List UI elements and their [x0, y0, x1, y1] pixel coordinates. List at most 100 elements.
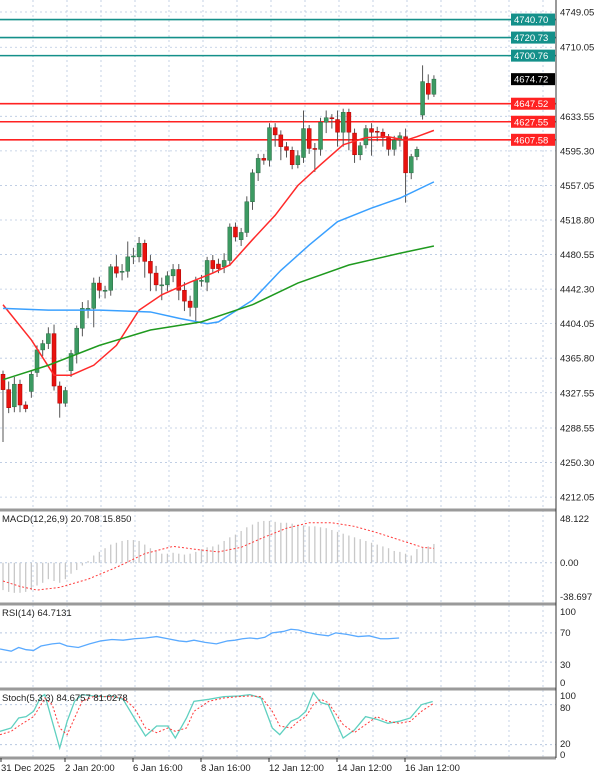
time-tick-label: 14 Jan 12:00 — [337, 763, 392, 774]
bearish-candle — [289, 150, 295, 165]
bearish-candle — [278, 134, 284, 147]
bullish-candle — [301, 128, 306, 158]
bearish-candle — [51, 333, 57, 387]
bearish-candle — [142, 243, 147, 262]
bullish-candle — [227, 226, 233, 261]
bullish-candle — [136, 243, 142, 258]
support-level-tag — [511, 133, 555, 146]
bullish-candle — [119, 271, 125, 273]
bullish-candle — [267, 127, 272, 161]
grid — [0, 0, 556, 758]
bullish-candle — [12, 383, 17, 408]
price-tick-label: 4518.80 — [560, 215, 594, 226]
bullish-candle — [250, 172, 255, 202]
bullish-candle — [408, 156, 414, 174]
bearish-candle — [114, 266, 119, 274]
bullish-candle — [102, 290, 108, 292]
resistance-level-tag — [511, 49, 555, 62]
bullish-candle — [108, 266, 113, 291]
bullish-candle — [414, 149, 420, 157]
bearish-candle — [312, 148, 318, 150]
bullish-candle — [420, 81, 425, 116]
bullish-candle — [193, 280, 199, 308]
price-tick-label: 4633.55 — [560, 112, 594, 123]
stoch-panel[interactable] — [0, 691, 556, 751]
bearish-candle — [97, 282, 102, 291]
current-price-label: 4674.72 — [514, 75, 548, 86]
bearish-candle — [182, 290, 187, 302]
macd-panel-separator — [0, 508, 556, 512]
macd-tick-label: 0.00 — [560, 558, 579, 569]
bullish-candle — [170, 269, 176, 277]
resistance-level-label: 4700.76 — [514, 51, 548, 62]
bullish-candle — [74, 327, 79, 354]
bearish-candle — [352, 132, 357, 156]
stoch-tick-label: 80 — [560, 703, 571, 714]
support-level-label: 4627.55 — [514, 117, 548, 128]
bullish-candle — [63, 390, 68, 404]
time-axis-panel-separator — [0, 756, 556, 760]
bullish-candle — [244, 201, 250, 233]
moving-average-line-ma_slow — [2, 245, 435, 381]
time-tick-label: 12 Jan 12:00 — [269, 763, 324, 774]
bullish-candle — [340, 112, 346, 133]
stoch-tick-label: 20 — [560, 739, 571, 750]
macd-panel[interactable] — [0, 520, 556, 593]
bullish-candle — [125, 256, 130, 272]
stoch-tick-label: 100 — [560, 691, 576, 702]
macd-signal-line — [2, 522, 434, 591]
bearish-candle — [233, 226, 238, 238]
bullish-candle — [221, 260, 227, 268]
bearish-candle — [369, 128, 374, 133]
bearish-candle — [426, 83, 431, 95]
bearish-candle — [335, 119, 340, 133]
macd-label: MACD(12,26,9) 20.708 15.850 — [2, 514, 131, 525]
bullish-candle — [80, 308, 85, 329]
price-tick-label: 4404.05 — [560, 319, 594, 330]
bearish-candle — [187, 300, 193, 308]
bullish-candle — [204, 260, 210, 283]
price-tick-label: 4749.05 — [560, 8, 594, 19]
resistance-level-tag — [511, 13, 555, 26]
rsi-tick-label: 100 — [560, 607, 576, 618]
price-tick-label: 4250.30 — [560, 458, 594, 469]
rsi-tick-label: 70 — [560, 628, 571, 639]
rsi-panel[interactable] — [0, 628, 556, 663]
rsi-label: RSI(14) 64.7131 — [2, 608, 72, 619]
bullish-candle — [29, 374, 34, 392]
bullish-candle — [238, 232, 244, 240]
bearish-candle — [386, 137, 391, 150]
time-tick-label: 31 Dec 2025 — [1, 763, 55, 774]
resistance-level-tag — [511, 31, 555, 44]
bullish-candle — [131, 255, 136, 258]
bullish-candle — [68, 353, 74, 371]
price-tick-label: 4365.80 — [560, 354, 594, 365]
bullish-candle — [363, 128, 369, 146]
time-tick-label: 16 Jan 12:00 — [405, 763, 460, 774]
bearish-candle — [0, 374, 6, 390]
bearish-candle — [329, 117, 335, 119]
bullish-candle — [431, 78, 437, 95]
bearish-candle — [23, 404, 28, 409]
bullish-candle — [85, 308, 91, 310]
support-level-label: 4647.52 — [514, 99, 548, 110]
rsi-line — [0, 628, 400, 652]
bullish-candle — [323, 117, 329, 123]
time-tick-label: 8 Jan 16:00 — [201, 763, 251, 774]
stoch-panel-separator — [0, 687, 556, 691]
bearish-candle — [6, 389, 11, 408]
stoch-label: Stoch(5,3,3) 84.6757 81.0278 — [2, 693, 128, 704]
resistance-level-label: 4740.70 — [514, 15, 548, 26]
bullish-candle — [46, 333, 51, 344]
bullish-candle — [91, 282, 96, 309]
bullish-candle — [159, 284, 165, 287]
bullish-candle — [255, 158, 261, 174]
price-panel[interactable] — [0, 18, 556, 443]
bullish-candle — [357, 145, 363, 156]
price-tick-label: 4212.05 — [560, 493, 594, 504]
price-tick-label: 4442.30 — [560, 285, 594, 296]
moving-average-line-ma_mid — [2, 181, 435, 325]
bearish-candle — [57, 385, 62, 404]
